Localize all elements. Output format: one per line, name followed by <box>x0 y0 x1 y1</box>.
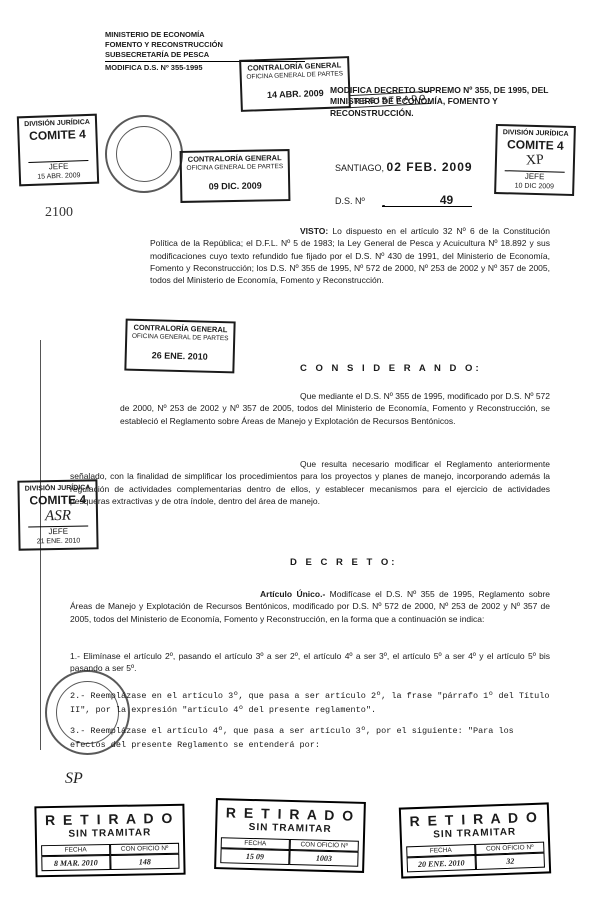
header-line-1: MINISTERIO DE ECONOMÍA <box>105 30 305 40</box>
retirado-2-fecha: 15 09 <box>220 848 289 865</box>
city-label: SANTIAGO, <box>335 163 384 173</box>
round-seal-1 <box>105 115 183 193</box>
stamp-comite-1: DIVISIÓN JURÍDICA COMITE 4 JEFE 15 ABR. … <box>17 114 99 187</box>
stamp-comite-3-date: 21 ENE. 2010 <box>22 537 94 546</box>
stamp-comite-2-sig: XP <box>498 151 571 173</box>
round-seal-2 <box>45 670 130 755</box>
visto-paragraph: VISTO: Lo dispuesto en el artículo 32 Nº… <box>150 225 550 287</box>
retirado-1-title: R E T I R A D O <box>40 810 178 828</box>
ds-number: 49 <box>440 193 453 207</box>
visto-body: Lo dispuesto en el artículo 32 Nº 6 de l… <box>150 226 550 285</box>
considerando-para-2: Que resulta necesario modificar el Regla… <box>70 458 550 507</box>
stamp-retirado-2: R E T I R A D O SIN TRAMITAR FECHA CON O… <box>214 798 366 873</box>
decree-item-1: 1.- Elimínase el artículo 2º, pasando el… <box>70 650 550 675</box>
document-page: MINISTERIO DE ECONOMÍA FOMENTO Y RECONST… <box>0 0 600 918</box>
stamp-cg-3-date: 26 ENE. 2010 <box>129 350 231 363</box>
stamp-cg-2-l2: OFICINA GENERAL DE PARTES <box>184 163 286 172</box>
considerando-para-1: Que mediante el D.S. Nº 355 de 1995, mod… <box>120 390 550 427</box>
ds-number-line: D.S. Nº 49 <box>335 193 508 207</box>
date-line: SANTIAGO, 02 FEB. 2009 <box>335 160 473 174</box>
ds-label: D.S. Nº <box>335 196 365 206</box>
stamp-contraloria-2: CONTRALORÍA GENERAL OFICINA GENERAL DE P… <box>180 149 291 203</box>
stamp-comite-3-sig: ASR <box>22 507 94 526</box>
handwritten-sp: SP <box>65 770 83 788</box>
retirado-2-oficio: 1003 <box>289 850 358 867</box>
handwritten-2100: 2100 <box>45 205 73 221</box>
stamp-comite-3: DIVISIÓN JURÍDICA COMITE 4 ASR JEFE 21 E… <box>17 479 98 550</box>
stamp-contraloria-3: CONTRALORÍA GENERAL OFICINA GENERAL DE P… <box>124 319 235 374</box>
stamp-contraloria-1: CONTRALORÍA GENERAL OFICINA GENERAL DE P… <box>239 56 351 112</box>
retirado-1-fecha: 8 MAR. 2010 <box>41 855 110 871</box>
stamp-comite-1-jefe: JEFE <box>28 160 88 172</box>
stamp-comite-3-jefe: JEFE <box>28 525 88 536</box>
articulo-unico: Artículo Único.- Modifícase el D.S. Nº 3… <box>70 588 550 625</box>
considerando-heading: C O N S I D E R A N D O: <box>300 363 482 374</box>
issue-date: 02 FEB. 2009 <box>387 160 473 174</box>
decree-item-2: 2.- Reemplázase en el artículo 3º, que p… <box>70 690 550 717</box>
retirado-2-sub: SIN TRAMITAR <box>221 821 359 836</box>
header-line-2: FOMENTO Y RECONSTRUCCIÓN <box>105 40 305 50</box>
retirado-3-fecha: 20 ENE. 2010 <box>407 855 476 873</box>
stamp-retirado-3: R E T I R A D O SIN TRAMITAR FECHA CON O… <box>399 802 551 878</box>
retirado-3-oficio: 32 <box>476 853 545 871</box>
stamp-comite-2-date: 10 DIC 2009 <box>498 182 570 192</box>
decree-item-3: 3.- Reemplázase el artículo 4º, que pasa… <box>70 725 550 752</box>
stamp-comite-2: DIVISIÓN JURÍDICA COMITE 4 XP JEFE 10 DI… <box>494 124 576 196</box>
stamp-cg-1-date: 14 ABR. 2009 <box>244 87 346 101</box>
stamp-cg-2-date: 09 DIC. 2009 <box>184 180 286 192</box>
visto-lead: VISTO: <box>300 226 328 236</box>
retirado-1-oficio: 148 <box>110 854 179 870</box>
stamp-retirado-1: R E T I R A D O SIN TRAMITAR FECHA CON O… <box>34 804 185 878</box>
stamp-comite-3-num: COMITE 4 <box>22 493 94 508</box>
stamp-comite-1-date: 15 ABR. 2009 <box>23 172 95 183</box>
articulo-lead: Artículo Único.- <box>260 589 325 599</box>
retirado-1-sub: SIN TRAMITAR <box>41 827 179 841</box>
decreto-heading: D E C R E T O: <box>290 557 397 568</box>
stamp-comite-1-num: COMITE 4 <box>21 128 93 144</box>
